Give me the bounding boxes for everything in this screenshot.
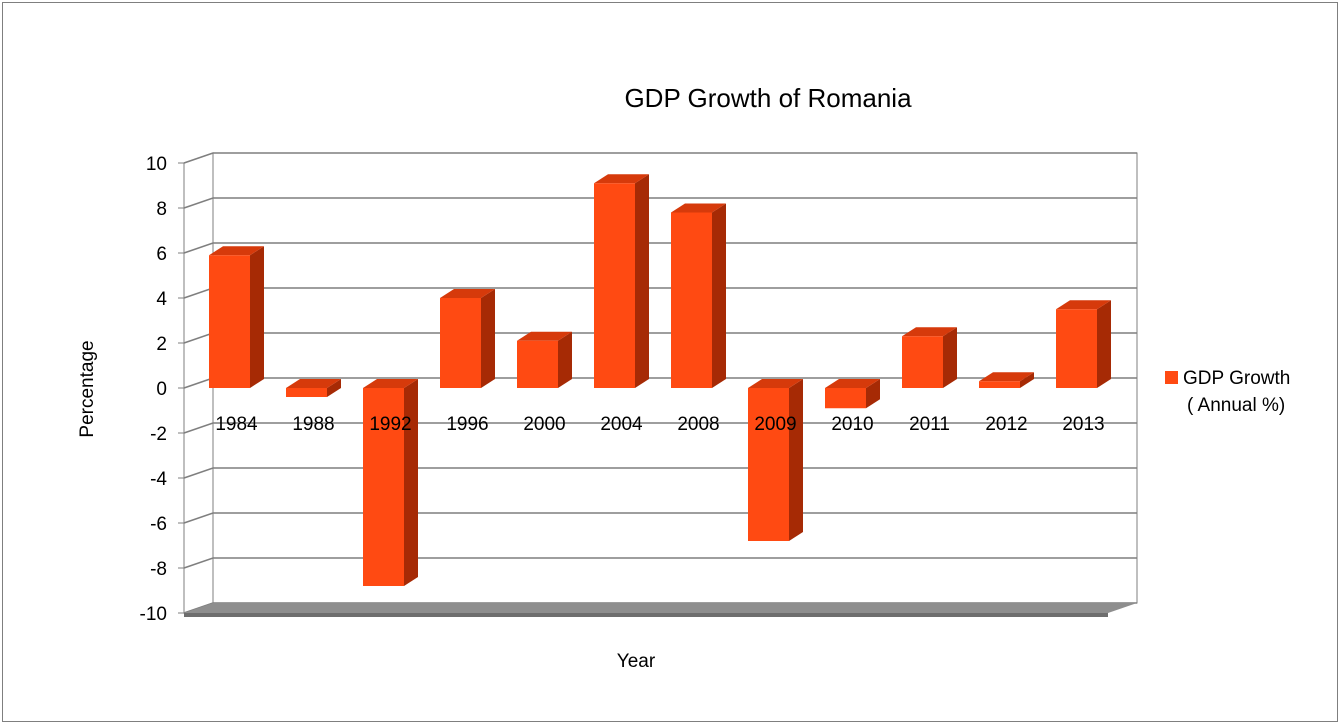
bar <box>671 203 726 388</box>
bar-top <box>979 372 1034 382</box>
legend-swatch <box>1165 371 1178 384</box>
legend-label: GDP Growth ( Annual %) <box>1183 368 1290 416</box>
x-tick-label: 2011 <box>909 414 950 435</box>
floor-top <box>184 603 1137 613</box>
y-tick-label: 10 <box>146 154 167 175</box>
bar-front <box>209 255 250 388</box>
bar-side <box>327 379 341 397</box>
y-tick-label: 4 <box>156 289 167 310</box>
x-tick-label: 2008 <box>677 414 719 435</box>
bar-side <box>481 289 495 388</box>
y-tick-labels: 10 8 6 4 2 0 -2 -4 -6 -8 -10 <box>140 154 168 625</box>
bar-top <box>671 203 726 213</box>
bar <box>902 327 957 388</box>
y-tick-label: -10 <box>140 604 167 625</box>
x-tick-label: 1996 <box>446 414 488 435</box>
bar-top <box>1056 300 1111 310</box>
bar-front <box>1056 309 1097 388</box>
bar-side <box>250 246 264 388</box>
gdp-bar-chart: 10 8 6 4 2 0 -2 -4 -6 -8 -10 1984 1988 1992 1996 2000 2… <box>77 83 1290 672</box>
y-tick-label: -4 <box>150 469 167 490</box>
bar-side <box>635 174 649 388</box>
bar-top <box>286 379 341 388</box>
bar-side <box>789 379 803 541</box>
bar-front <box>825 388 866 409</box>
bar-side <box>1097 300 1111 388</box>
bar-top <box>363 379 418 388</box>
bar-side <box>1020 372 1034 388</box>
bar <box>363 379 418 586</box>
y-tick-label: 8 <box>156 199 167 220</box>
x-tick-label: 1984 <box>215 414 258 435</box>
gridline <box>183 512 1137 524</box>
gridline <box>183 467 1137 479</box>
bar-top <box>902 327 957 337</box>
x-tick-label: 2004 <box>600 414 643 435</box>
x-tick-label: 2013 <box>1062 414 1104 435</box>
floor-edge <box>184 613 1108 617</box>
bar-top <box>209 246 264 256</box>
bar-top <box>440 289 495 298</box>
bar-side <box>712 203 726 388</box>
bar-front <box>363 388 404 586</box>
x-axis-label: Year <box>617 651 656 672</box>
y-tick-label: 0 <box>156 379 167 400</box>
bar <box>748 379 803 541</box>
bar-front <box>517 340 558 388</box>
gridline <box>183 422 1137 434</box>
bar-top <box>825 379 880 388</box>
bar-front <box>748 388 789 541</box>
y-tick-label: -2 <box>150 424 167 445</box>
bar <box>440 289 495 388</box>
bar-front <box>440 298 481 388</box>
y-tick-label: 6 <box>156 244 167 265</box>
bar-front <box>902 336 943 388</box>
bar-side <box>866 379 880 409</box>
bar <box>594 174 649 388</box>
bar-side <box>558 331 572 388</box>
bar-front <box>671 212 712 388</box>
legend: GDP Growth ( Annual %) <box>1165 368 1290 416</box>
bar-side <box>943 327 957 388</box>
chart-title: GDP Growth of Romania <box>624 83 912 113</box>
bar-side <box>404 379 418 586</box>
legend-label-line: ( Annual %) <box>1187 395 1285 416</box>
bar-front <box>286 388 327 397</box>
bars-group <box>209 174 1111 586</box>
bar-top <box>517 331 572 341</box>
y-tick-label: -6 <box>150 514 167 535</box>
y-axis-label: Percentage <box>77 340 98 437</box>
x-tick-label: 2009 <box>754 414 796 435</box>
x-tick-label: 1992 <box>369 414 411 435</box>
gridline <box>183 242 1137 254</box>
x-tick-label: 2010 <box>831 414 873 435</box>
bar <box>209 246 264 388</box>
bar <box>979 372 1034 388</box>
x-tick-label: 2012 <box>985 414 1027 435</box>
y-tick-label: -8 <box>150 559 167 580</box>
bar-front <box>594 183 635 388</box>
chart-floor <box>184 603 1137 617</box>
bar <box>825 379 880 409</box>
x-tick-label: 2000 <box>523 414 565 435</box>
gridline <box>183 197 1137 209</box>
x-tick-labels: 1984 1988 1992 1996 2000 2004 2008 2009 2010 2011… <box>215 414 1104 435</box>
y-tick-label: 2 <box>156 334 167 355</box>
gridline <box>183 557 1137 569</box>
bar-front <box>979 381 1020 388</box>
legend-label-line: GDP Growth <box>1183 368 1290 389</box>
bar-top <box>594 174 649 184</box>
bar <box>1056 300 1111 388</box>
bar <box>286 379 341 397</box>
bar-top <box>748 379 803 388</box>
x-tick-label: 1988 <box>292 414 334 435</box>
bar <box>517 331 572 388</box>
gridline <box>183 152 1137 164</box>
